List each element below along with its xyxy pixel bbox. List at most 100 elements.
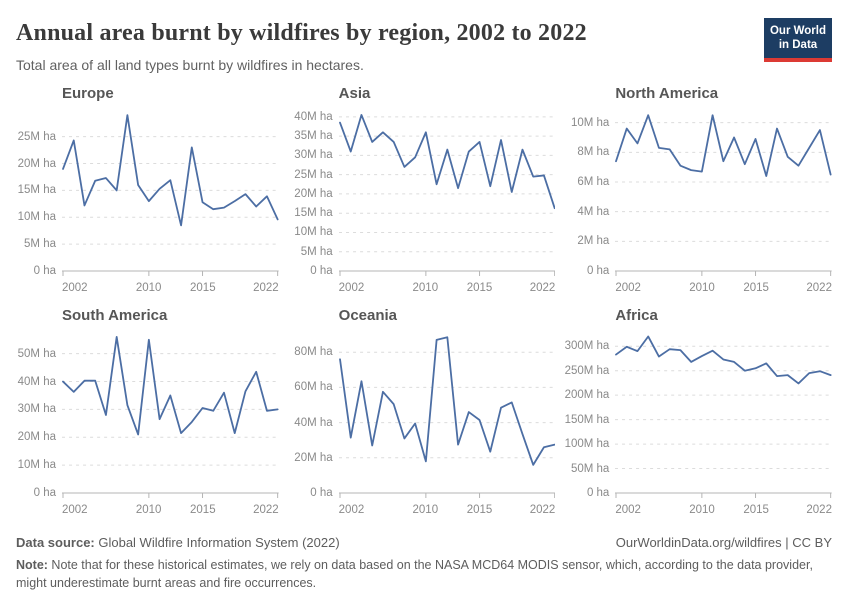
chart-panel-europe: Europe 25M ha 20M ha 15M ha 10M ha 5M ha 0 ha 2… (16, 85, 279, 297)
y-axis-tick-label: 35M ha (294, 130, 333, 143)
x-axis-tick-label: 2002 (62, 282, 88, 294)
chart-panel-south-america: South America 50M ha 40M ha 30M ha 20M ha 10M… (16, 307, 279, 519)
x-axis-tick-label: 2015 (743, 282, 769, 294)
y-axis-tick-label: 200M ha (564, 389, 610, 402)
chart-panel-title: Asia (338, 85, 371, 102)
y-axis-tick-label: 20M ha (17, 431, 56, 444)
data-source-label: Data source: (16, 535, 95, 550)
x-axis-tick-label: 2002 (338, 282, 365, 294)
y-axis-tick-label: 0 ha (33, 487, 56, 499)
chart-subtitle: Total area of all land types burnt by wi… (16, 57, 364, 73)
chart-plot-area[interactable] (62, 109, 279, 281)
y-axis-tick-label: 40M ha (294, 110, 333, 123)
owid-license-link[interactable]: OurWorldinData.org/wildfires | CC BY (615, 535, 832, 550)
chart-panel-north-america: North America 10M ha 8M ha 6M ha 4M ha 2M ha 0… (569, 85, 832, 297)
y-axis-tick-label: 25M ha (17, 130, 56, 143)
x-axis-tick-label: 2010 (412, 282, 439, 294)
chart-panel-africa: Africa 300M ha 250M ha 200M ha 150M ha 100M h… (565, 307, 832, 519)
x-axis-tick-label: 2022 (806, 282, 832, 294)
chart-footer: Data source: Global Wildfire Information… (16, 535, 832, 592)
y-axis-tick-label: 60M ha (294, 381, 333, 394)
y-axis-tick-label: 10M ha (17, 459, 56, 472)
data-source-line: Data source: Global Wildfire Information… (16, 535, 340, 550)
x-axis-tick-label: 2015 (190, 282, 216, 294)
y-axis-tick-label: 10M ha (570, 116, 610, 129)
chart-panel-title: Africa (615, 307, 658, 324)
y-axis-tick-label: 40M ha (17, 375, 56, 388)
chart-plot-area[interactable] (62, 331, 279, 503)
x-axis-tick-label: 2015 (466, 282, 493, 294)
y-axis-tick-label: 10M ha (294, 226, 333, 239)
y-axis-tick-label: 150M ha (564, 413, 610, 426)
y-axis-tick-label: 6M ha (577, 175, 610, 188)
y-axis-tick-label: 20M ha (294, 187, 333, 200)
footnote-label: Note: (16, 558, 48, 572)
x-axis: 2002 2010 2015 2022 (615, 503, 832, 519)
y-axis-tick-label: 15M ha (17, 184, 56, 197)
chart-plot-area[interactable] (338, 109, 556, 281)
x-axis-tick-label: 2002 (615, 504, 641, 516)
x-axis-tick-label: 2010 (689, 504, 715, 516)
y-axis-tick-label: 15M ha (294, 207, 333, 220)
y-axis: 300M ha 250M ha 200M ha 150M ha 100M ha 50M h… (565, 331, 615, 503)
chart-panel-title: North America (615, 85, 719, 102)
x-axis-tick-label: 2015 (466, 504, 493, 516)
y-axis-tick-label: 0 ha (310, 265, 333, 277)
chart-panel-oceania: Oceania 80M ha 60M ha 40M ha 20M ha 0 ha 2002 2… (293, 307, 556, 519)
chart-panel-title: Oceania (338, 307, 398, 324)
x-axis: 2002 2010 2015 2022 (615, 281, 832, 297)
y-axis-tick-label: 50M ha (17, 347, 56, 360)
x-axis-tick-label: 2015 (190, 504, 216, 516)
x-axis-tick-label: 2010 (412, 504, 439, 516)
y-axis-tick-label: 30M ha (294, 149, 333, 162)
line-series-oceania (338, 336, 556, 466)
data-source-value: Global Wildfire Information System (2022… (94, 535, 340, 550)
y-axis-tick-label: 300M ha (564, 340, 610, 353)
owid-logo[interactable]: Our World in Data (764, 18, 832, 62)
line-series-south-america (62, 336, 279, 436)
y-axis: 10M ha 8M ha 6M ha 4M ha 2M ha 0 ha (569, 109, 615, 281)
chart-plot-area[interactable] (615, 109, 832, 281)
x-axis-tick-label: 2022 (253, 504, 279, 516)
line-series-africa (615, 335, 832, 385)
small-multiples-grid: Europe 25M ha 20M ha 15M ha 10M ha 5M ha 0 ha 2… (16, 85, 832, 519)
x-axis: 2002 2010 2015 2022 (339, 503, 556, 519)
y-axis-tick-label: 50M ha (570, 462, 610, 475)
y-axis-tick-label: 5M ha (300, 245, 333, 258)
y-axis-tick-label: 0 ha (586, 265, 610, 277)
y-axis-tick-label: 40M ha (294, 416, 333, 429)
line-series-europe (62, 114, 279, 227)
y-axis-tick-label: 25M ha (294, 168, 333, 181)
x-axis-tick-label: 2022 (806, 504, 832, 516)
x-axis-tick-label: 2015 (743, 504, 769, 516)
y-axis-tick-label: 100M ha (564, 438, 610, 451)
y-axis-tick-label: 20M ha (294, 451, 333, 464)
x-axis-tick-label: 2022 (529, 504, 556, 516)
x-axis: 2002 2010 2015 2022 (62, 281, 279, 297)
chart-header: Annual area burnt by wildfires by region… (16, 18, 832, 73)
y-axis: 25M ha 20M ha 15M ha 10M ha 5M ha 0 ha (16, 109, 62, 281)
y-axis: 40M ha 35M ha 30M ha 25M ha 20M ha 15M ha 10M … (293, 109, 339, 281)
y-axis: 50M ha 40M ha 30M ha 20M ha 10M ha 0 ha (16, 331, 62, 503)
x-axis-tick-label: 2010 (689, 282, 715, 294)
line-series-asia (338, 114, 556, 210)
x-axis: 2002 2010 2015 2022 (339, 281, 556, 297)
line-series-north-america (615, 114, 832, 177)
chart-panel-asia: Asia 40M ha 35M ha 30M ha 25M ha 20M ha 15M ha… (293, 85, 556, 297)
page-title: Annual area burnt by wildfires by region… (16, 20, 587, 46)
x-axis-tick-label: 2022 (253, 282, 279, 294)
x-axis-tick-label: 2002 (62, 504, 88, 516)
x-axis-tick-label: 2002 (338, 504, 365, 516)
owid-logo-line2: in Data (778, 39, 818, 51)
y-axis-tick-label: 0 ha (310, 487, 333, 499)
chart-plot-area[interactable] (338, 331, 556, 503)
x-axis-tick-label: 2002 (615, 282, 641, 294)
chart-plot-area[interactable] (615, 331, 832, 503)
x-axis-tick-label: 2010 (135, 282, 162, 294)
chart-panel-title: South America (62, 307, 168, 324)
chart-panel-title: Europe (62, 85, 114, 102)
x-axis: 2002 2010 2015 2022 (62, 503, 279, 519)
y-axis-tick-label: 0 ha (586, 487, 610, 499)
owid-logo-line1: Our World (769, 24, 826, 37)
x-axis-tick-label: 2010 (135, 504, 162, 516)
